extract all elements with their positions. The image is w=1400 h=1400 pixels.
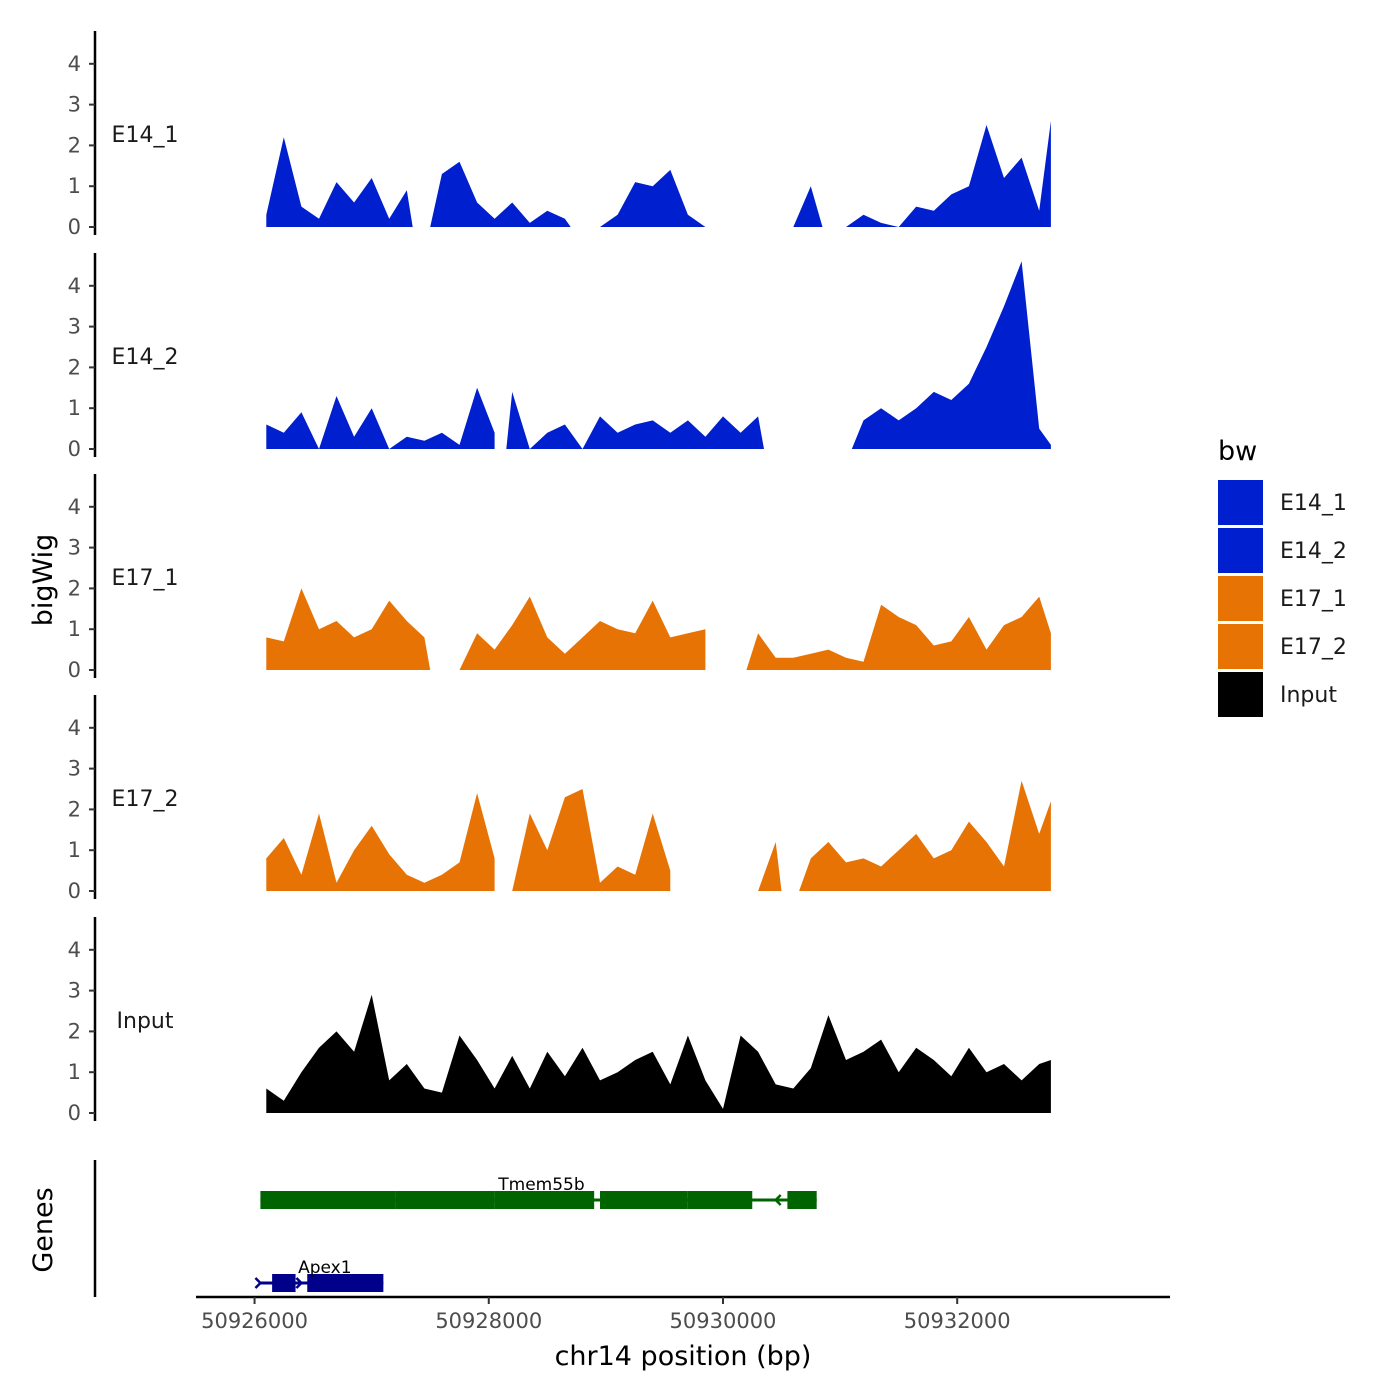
- area-E14_1: [430, 161, 571, 227]
- legend-swatch-E14_2: [1218, 528, 1263, 573]
- track-label-E14_1: E14_1: [112, 123, 179, 148]
- legend-swatch-E14_1: [1218, 480, 1263, 525]
- gene-exon: [395, 1191, 495, 1209]
- y-tick-label: 4: [68, 938, 81, 962]
- strand-arrow: [254, 1277, 263, 1289]
- y-tick-label: 1: [68, 396, 81, 420]
- y-tick-label: 0: [68, 879, 81, 903]
- genes-axis-title: Genes: [28, 1187, 59, 1272]
- gene-exon: [260, 1191, 396, 1209]
- area-E14_1: [846, 120, 1051, 227]
- y-tick-label: 1: [68, 838, 81, 862]
- y-tick-label: 2: [68, 797, 81, 821]
- area-E14_2: [775, 440, 805, 449]
- legend-label-E17_2: E17_2: [1280, 635, 1347, 660]
- gene-exon: [600, 1191, 688, 1209]
- y-tick-label: 2: [68, 576, 81, 600]
- genes-track: Tmem55b Apex1: [93, 1160, 817, 1297]
- area-E17_2: [799, 780, 1051, 891]
- track-label-Input: Input: [117, 1009, 174, 1034]
- area-E14_2: [851, 261, 1051, 449]
- x-axis: 50926000 50928000 50930000 50932000: [196, 1295, 1170, 1333]
- legend-swatch-E17_2: [1218, 624, 1263, 669]
- legend-label-Input: Input: [1280, 683, 1337, 708]
- gene-label-Apex1: Apex1: [298, 1258, 351, 1278]
- y-tick-label: 4: [68, 274, 81, 298]
- y-tick-label: 1: [68, 1060, 81, 1084]
- y-tick-label: 1: [68, 174, 81, 198]
- panel-Input: 0 1 2 3 4 Input: [68, 917, 1051, 1125]
- y-tick-label: 0: [68, 1101, 81, 1125]
- x-tick-label: 50928000: [435, 1309, 542, 1333]
- y-tick-label: 1: [68, 617, 81, 641]
- x-axis-title: chr14 position (bp): [555, 1341, 812, 1372]
- area-E14_1: [740, 186, 823, 227]
- y-tick-label: 4: [68, 52, 81, 76]
- gene-exon: [307, 1274, 384, 1292]
- y-tick-label: 2: [68, 1019, 81, 1043]
- y-tick-label: 3: [68, 315, 81, 339]
- strand-arrow: [797, 1194, 805, 1206]
- strand-arrow: [295, 1277, 304, 1289]
- bigwig-tracks: 0 1 2 3 4 E14_1 0 1 2 3 4 E14_2 0 1 2 3 4 E17_1 0 1 2 3 4 E17_2…: [68, 31, 1051, 1125]
- legend-label-E14_1: E14_1: [1280, 491, 1347, 516]
- area-E17_2: [746, 842, 782, 891]
- area-E17_1: [266, 588, 431, 670]
- area-E14_1: [266, 137, 413, 227]
- legend-label-E14_2: E14_2: [1280, 539, 1347, 564]
- gene-exon: [494, 1191, 595, 1209]
- legend-title: bw: [1218, 436, 1257, 467]
- track-label-E14_2: E14_2: [112, 345, 179, 370]
- area-E14_2: [266, 387, 495, 449]
- area-E17_2: [266, 793, 495, 891]
- area-Input: [266, 994, 1051, 1113]
- area-E17_1: [447, 596, 706, 670]
- gene-label-Tmem55b: Tmem55b: [497, 1175, 584, 1195]
- gene-Tmem55b: Tmem55b: [260, 1175, 817, 1209]
- x-tick-label: 50930000: [670, 1309, 777, 1333]
- y-tick-label: 2: [68, 133, 81, 157]
- x-tick-label: 50926000: [201, 1309, 308, 1333]
- y-axis-title: bigWig: [28, 534, 59, 627]
- y-tick-label: 0: [68, 658, 81, 682]
- y-tick-label: 0: [68, 437, 81, 461]
- x-tick-label: 50932000: [904, 1309, 1011, 1333]
- panel-E17_2: 0 1 2 3 4 E17_2: [68, 695, 1051, 903]
- y-tick-label: 4: [68, 495, 81, 519]
- area-E14_1: [600, 169, 706, 227]
- panel-E14_1: 0 1 2 3 4 E14_1: [68, 31, 1051, 239]
- legend: bw E14_1 E14_2 E17_1 E17_2 Input: [1218, 436, 1347, 717]
- y-tick-label: 0: [68, 215, 81, 239]
- panel-E14_2: 0 1 2 3 4 E14_2: [68, 253, 1051, 461]
- y-tick-label: 2: [68, 355, 81, 379]
- area-E14_2: [506, 391, 764, 449]
- legend-swatch-E17_1: [1218, 576, 1263, 621]
- y-tick-label: 3: [68, 757, 81, 781]
- strand-arrow: [773, 1194, 782, 1206]
- gene-exon: [687, 1191, 753, 1209]
- y-tick-label: 3: [68, 536, 81, 560]
- panel-E17_1: 0 1 2 3 4 E17_1: [68, 474, 1051, 682]
- gene-Apex1: Apex1: [254, 1258, 384, 1292]
- y-tick-label: 3: [68, 93, 81, 117]
- legend-label-E17_1: E17_1: [1280, 587, 1347, 612]
- gene-exon: [787, 1191, 817, 1209]
- area-E17_1: [746, 596, 1051, 670]
- y-tick-label: 3: [68, 979, 81, 1003]
- track-label-E17_2: E17_2: [112, 787, 179, 812]
- area-E17_2: [512, 789, 671, 891]
- legend-swatch-Input: [1218, 672, 1263, 717]
- y-tick-label: 4: [68, 716, 81, 740]
- gene-exon: [272, 1274, 296, 1292]
- track-label-E17_1: E17_1: [112, 566, 179, 591]
